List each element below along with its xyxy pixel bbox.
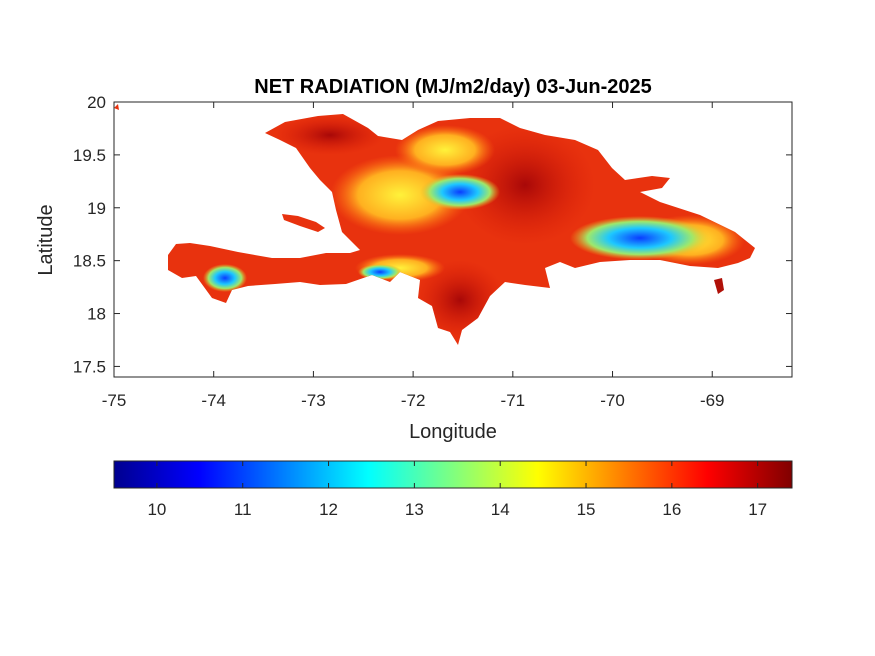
island-land (168, 114, 755, 345)
x-tick-label: -71 (501, 391, 526, 410)
colorbar-tick-label: 15 (577, 500, 596, 519)
map-title: NET RADIATION (MJ/m2/day) 03-Jun-2025 (254, 76, 652, 98)
y-tick-label: 17.5 (73, 357, 106, 376)
colorbar-tick-label: 16 (662, 500, 681, 519)
x-tick-label: -73 (301, 391, 326, 410)
field-low-southwest (203, 264, 247, 292)
y-tick-label: 20 (87, 93, 106, 112)
x-tick-label: -75 (102, 391, 127, 410)
x-axis-ticks: -75 -74 -73 -72 -71 -70 -69 (102, 102, 725, 410)
x-tick-label: -72 (401, 391, 426, 410)
field-yellow-northwest (330, 155, 470, 235)
y-axis-ticks: 17.5 18 18.5 19 19.5 20 (73, 93, 792, 376)
island-saona (714, 278, 724, 294)
y-tick-label: 19.5 (73, 146, 106, 165)
island-corner-speck (114, 104, 119, 110)
colorbar-tick-label: 13 (405, 500, 424, 519)
colorbar-tick-label: 11 (234, 500, 252, 519)
y-tick-label: 18 (87, 305, 106, 324)
colorbar-tick-label: 10 (147, 500, 166, 519)
x-tick-label: -74 (201, 391, 226, 410)
y-axis-label: Latitude (35, 204, 57, 275)
x-tick-label: -70 (600, 391, 625, 410)
x-axis-label: Longitude (409, 421, 497, 443)
colorbar-ticks: 10 11 12 13 14 15 16 17 (147, 461, 767, 519)
colorbar-tick-label: 12 (319, 500, 338, 519)
field-low-coast (358, 264, 402, 280)
y-tick-label: 18.5 (73, 252, 106, 271)
island-hispaniola (168, 114, 755, 345)
colorbar-tick-label: 17 (748, 500, 767, 519)
field-low-east (570, 216, 710, 260)
colorbar-tick-label: 14 (491, 500, 510, 519)
field-yellow-north (395, 125, 495, 175)
field-dark-north (275, 115, 385, 155)
y-tick-label: 19 (87, 199, 106, 218)
colorbar (113, 460, 793, 489)
field-low-central (420, 174, 500, 210)
island-tortuga (282, 214, 325, 232)
x-tick-label: -69 (700, 391, 725, 410)
